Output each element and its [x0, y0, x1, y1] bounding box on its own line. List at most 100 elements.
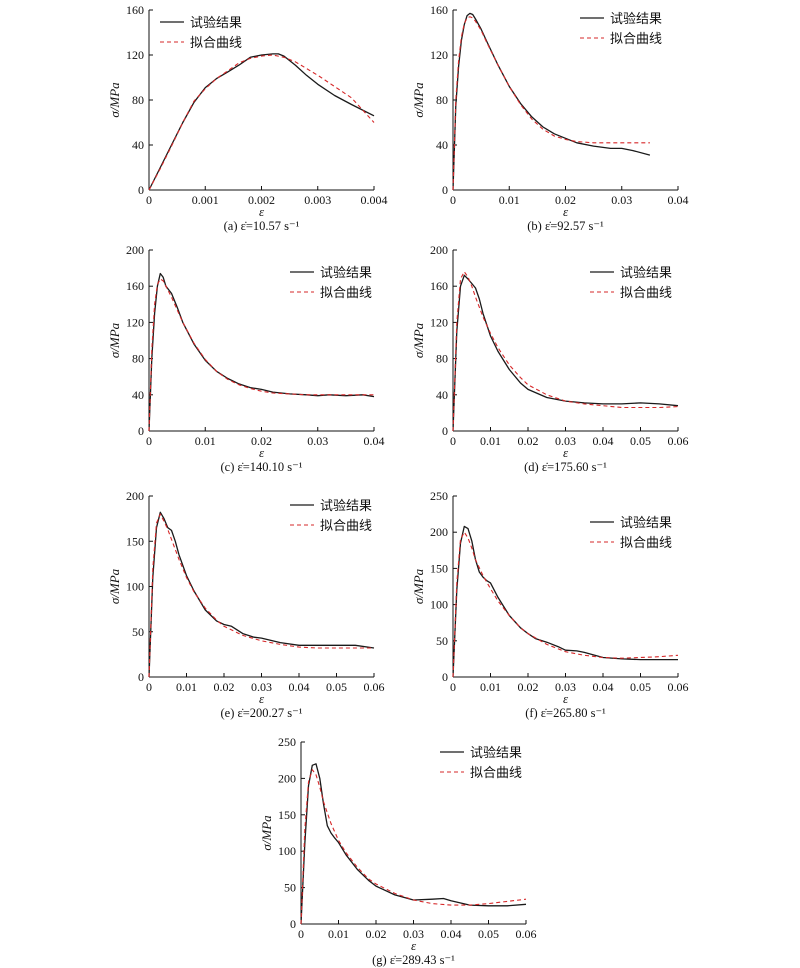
x-tick-label: 0.05	[478, 927, 499, 941]
chart-caption: (f) ε̇=265.80 s⁻¹	[525, 706, 606, 720]
x-axis-label: ε	[563, 204, 569, 219]
series-line-test	[148, 53, 375, 191]
chart-caption: (a) ε̇=10.57 s⁻¹	[224, 219, 300, 233]
legend-label-fit: 拟合曲线	[470, 766, 522, 781]
legend-label-fit: 拟合曲线	[190, 36, 242, 51]
y-tick-label: 0	[442, 183, 448, 197]
y-tick-label: 200	[430, 243, 448, 257]
y-tick-label: 150	[126, 534, 144, 548]
y-tick-label: 0	[138, 424, 144, 438]
y-tick-label: 200	[126, 489, 144, 503]
x-tick-label: 0.05	[630, 434, 651, 448]
y-tick-label: 160	[430, 3, 448, 17]
x-tick-label: 0.04	[668, 193, 689, 207]
x-tick-label: 0.04	[593, 434, 614, 448]
y-tick-label: 250	[430, 489, 448, 503]
x-tick-label: 0.06	[668, 680, 689, 694]
x-tick-label: 0.01	[480, 434, 501, 448]
y-tick-label: 50	[284, 881, 296, 895]
chart-b: 0 40 80 120 160 0 0.01 0.02 0.03 0.04 ε σ/MPa (b) ε̇…	[411, 3, 689, 233]
x-tick-label: 0.004	[361, 193, 388, 207]
x-tick-label: 0.002	[248, 193, 275, 207]
series-line-fit	[300, 769, 527, 925]
legend-label-fit: 拟合曲线	[610, 32, 662, 47]
chart-c: 0 40 80 120 160 200 0 0.01 0.02 0.03 0.04 ε σ/MPa (c)…	[107, 243, 385, 474]
y-tick-label: 200	[126, 243, 144, 257]
chart-d: 0 40 80 120 160 200 0 0.01 0.02 0.03 0.04 0.05 0.06 ε…	[411, 243, 689, 474]
y-tick-label: 0	[138, 670, 144, 684]
y-tick-label: 160	[126, 3, 144, 17]
x-tick-label: 0.06	[668, 434, 689, 448]
y-tick-label: 0	[138, 183, 144, 197]
x-tick-label: 0.05	[326, 680, 347, 694]
y-axis-label: σ/MPa	[107, 322, 122, 358]
y-tick-label: 100	[126, 580, 144, 594]
chart-g: 0 50 100 150 200 250 0 0.01 0.02 0.03 0.04 0.05 0.06…	[259, 735, 537, 967]
x-tick-label: 0.03	[555, 434, 576, 448]
series-line-fit	[452, 16, 650, 191]
x-tick-label: 0.04	[289, 680, 310, 694]
x-tick-label: 0	[450, 434, 456, 448]
x-tick-label: 0.04	[441, 927, 462, 941]
chart-caption: (c) ε̇=140.10 s⁻¹	[220, 460, 302, 474]
series-line-test	[300, 763, 527, 925]
y-tick-label: 50	[132, 625, 144, 639]
y-axis-label: σ/MPa	[107, 82, 122, 118]
chart-e: 0 50 100 150 200 0 0.01 0.02 0.03 0.04 0.05 0.06 ε σ/…	[107, 489, 385, 720]
chart-a: 0 40 80 120 160 0 0.001 0.002 0.003 0.004 ε σ/MPa (a…	[107, 3, 388, 233]
x-tick-label: 0	[298, 927, 304, 941]
x-tick-label: 0	[146, 434, 152, 448]
series-line-fit	[148, 278, 374, 432]
chart-f: 0 50 100 150 200 250 0 0.01 0.02 0.03 0.04 0.05 0.06…	[411, 489, 689, 720]
y-tick-label: 150	[278, 808, 296, 822]
y-tick-label: 80	[132, 352, 144, 366]
legend-label-test: 试验结果	[620, 265, 672, 281]
y-axis-label: σ/MPa	[259, 815, 274, 851]
y-tick-label: 0	[290, 917, 296, 931]
legend-label-fit: 拟合曲线	[620, 286, 672, 301]
series-line-test	[148, 511, 375, 678]
x-tick-label: 0.02	[366, 927, 387, 941]
x-tick-label: 0.06	[516, 927, 537, 941]
x-axis-label: ε	[259, 691, 265, 706]
x-tick-label: 0.02	[518, 680, 539, 694]
x-tick-label: 0.001	[192, 193, 219, 207]
x-axis-label: ε	[259, 204, 265, 219]
x-tick-label: 0.06	[364, 680, 385, 694]
y-tick-label: 40	[436, 388, 448, 402]
x-tick-label: 0.03	[307, 434, 328, 448]
legend-label-test: 试验结果	[620, 515, 672, 531]
y-tick-label: 0	[442, 670, 448, 684]
legend-label-test: 试验结果	[470, 745, 522, 761]
y-tick-label: 200	[278, 771, 296, 785]
y-tick-label: 80	[132, 93, 144, 107]
y-tick-label: 100	[430, 598, 448, 612]
legend-label-fit: 拟合曲线	[620, 536, 672, 551]
series-line-fit	[452, 271, 679, 432]
legend-label-test: 试验结果	[610, 11, 662, 27]
x-tick-label: 0.04	[364, 434, 385, 448]
x-axis-label: ε	[563, 691, 569, 706]
y-tick-label: 150	[430, 561, 448, 575]
y-tick-label: 250	[278, 735, 296, 749]
legend-label-fit: 拟合曲线	[320, 286, 372, 301]
x-tick-label: 0.05	[630, 680, 651, 694]
y-tick-label: 80	[436, 93, 448, 107]
y-axis-label: σ/MPa	[107, 568, 122, 604]
legend-label-test: 试验结果	[190, 15, 242, 31]
series-line-fit	[452, 531, 679, 678]
x-tick-label: 0.01	[480, 680, 501, 694]
x-tick-label: 0	[450, 193, 456, 207]
y-tick-label: 40	[436, 138, 448, 152]
y-tick-label: 100	[278, 844, 296, 858]
x-tick-label: 0.01	[499, 193, 520, 207]
y-axis-label: σ/MPa	[411, 568, 426, 604]
chart-caption: (b) ε̇=92.57 s⁻¹	[527, 219, 604, 233]
y-tick-label: 160	[430, 279, 448, 293]
